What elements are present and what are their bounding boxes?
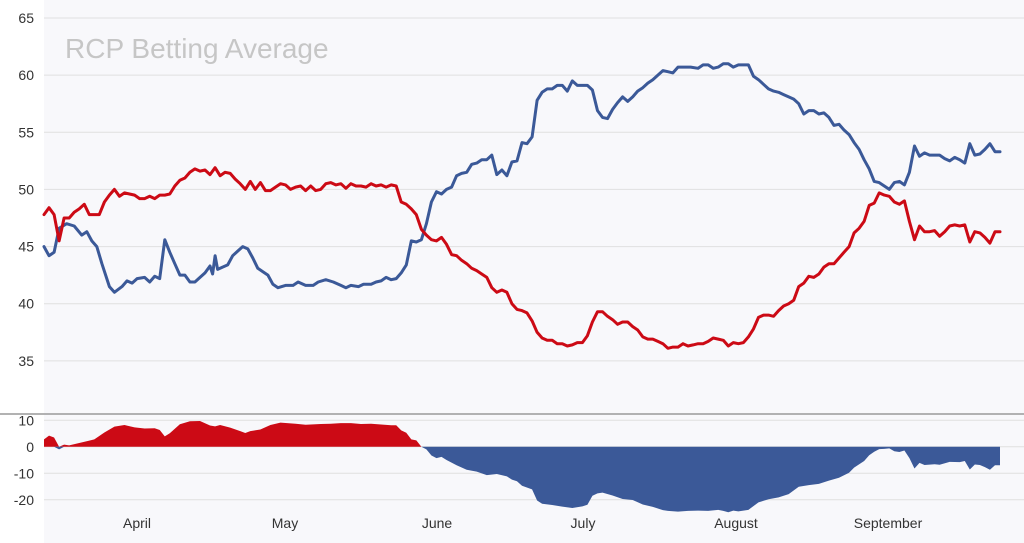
y-tick-label-diff: -10 (14, 465, 34, 481)
y-tick-label-main: 40 (18, 296, 34, 312)
y-tick-label-main: 55 (18, 124, 34, 140)
y-tick-label-diff: -20 (14, 492, 34, 508)
x-month-label: August (714, 515, 758, 531)
y-tick-label-main: 60 (18, 67, 34, 83)
x-month-label: April (123, 515, 151, 531)
diff-area-negative (44, 446, 1000, 513)
chart-title: RCP Betting Average (65, 33, 329, 64)
diff-area-positive (44, 421, 1000, 447)
series-line-red (42, 166, 1002, 350)
x-month-label: June (422, 515, 453, 531)
x-month-label: September (854, 515, 923, 531)
x-month-label: July (571, 515, 596, 531)
y-tick-label-main: 35 (18, 353, 34, 369)
y-tick-label-main: 65 (18, 10, 34, 26)
x-month-label: May (272, 515, 298, 531)
y-tick-label-diff: 10 (18, 412, 34, 428)
series-line-blue (42, 62, 1002, 294)
y-tick-label-main: 50 (18, 181, 34, 197)
y-tick-label-diff: 0 (26, 439, 34, 455)
y-tick-label-main: 45 (18, 239, 34, 255)
